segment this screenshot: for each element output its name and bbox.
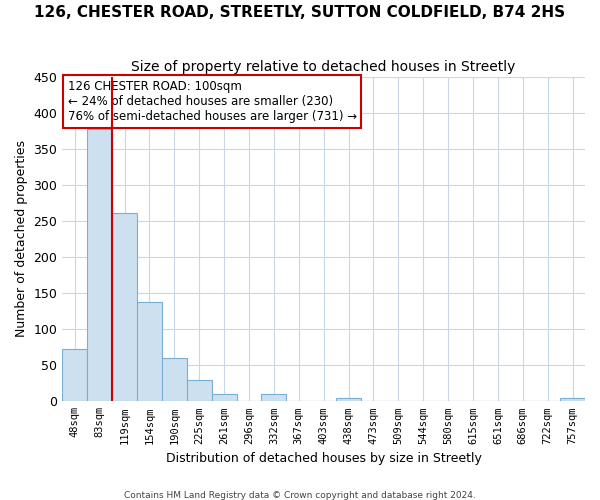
Text: Contains HM Land Registry data © Crown copyright and database right 2024.: Contains HM Land Registry data © Crown c…	[124, 490, 476, 500]
Bar	[560, 398, 585, 402]
Bar	[162, 358, 187, 402]
Text: 126, CHESTER ROAD, STREETLY, SUTTON COLDFIELD, B74 2HS: 126, CHESTER ROAD, STREETLY, SUTTON COLD…	[34, 5, 566, 20]
Bar	[87, 129, 112, 402]
X-axis label: Distribution of detached houses by size in Streetly: Distribution of detached houses by size …	[166, 452, 482, 465]
Bar	[112, 213, 137, 402]
Bar	[262, 394, 286, 402]
Y-axis label: Number of detached properties: Number of detached properties	[15, 140, 28, 338]
Bar	[137, 302, 162, 402]
Bar	[336, 398, 361, 402]
Bar	[212, 394, 236, 402]
Text: 126 CHESTER ROAD: 100sqm
← 24% of detached houses are smaller (230)
76% of semi-: 126 CHESTER ROAD: 100sqm ← 24% of detach…	[68, 80, 356, 123]
Bar	[187, 380, 212, 402]
Title: Size of property relative to detached houses in Streetly: Size of property relative to detached ho…	[131, 60, 516, 74]
Bar	[62, 350, 87, 402]
